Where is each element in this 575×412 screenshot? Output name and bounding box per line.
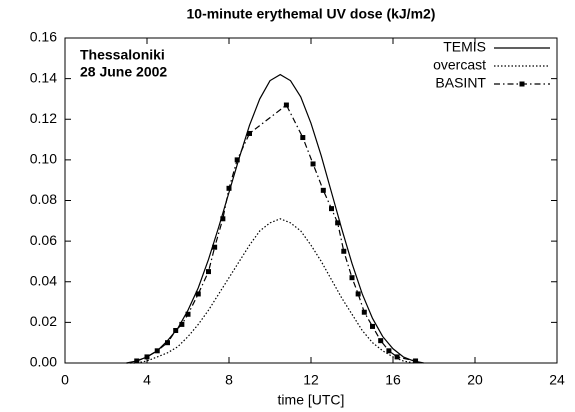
- marker: [226, 185, 232, 191]
- series-line: [136, 104, 416, 362]
- legend-label: TEMIS: [443, 39, 486, 55]
- legend-label: BASINT: [435, 75, 486, 91]
- series-line: [126, 218, 414, 364]
- marker: [355, 291, 361, 297]
- x-tick-label: 16: [385, 372, 401, 388]
- y-tick-label: 0.16: [30, 29, 57, 45]
- legend-marker: [519, 81, 525, 87]
- marker: [310, 161, 316, 167]
- y-tick-label: 0.02: [30, 313, 57, 329]
- marker: [144, 354, 150, 360]
- x-tick-label: 4: [143, 372, 151, 388]
- marker: [378, 338, 384, 344]
- marker: [247, 130, 252, 136]
- marker: [413, 358, 419, 364]
- y-tick-label: 0.12: [30, 110, 57, 126]
- marker: [335, 220, 341, 226]
- series-line: [126, 73, 424, 364]
- marker: [185, 311, 191, 317]
- marker: [320, 187, 326, 193]
- x-tick-label: 8: [225, 372, 233, 388]
- y-tick-label: 0.04: [30, 272, 57, 288]
- marker: [329, 206, 334, 212]
- chart-title: 10-minute erythemal UV dose (kJ/m2): [187, 6, 436, 22]
- marker: [212, 244, 218, 250]
- marker: [349, 275, 355, 281]
- y-tick-label: 0.06: [30, 232, 57, 248]
- x-tick-label: 12: [303, 372, 319, 388]
- marker: [173, 328, 179, 333]
- x-tick-label: 20: [467, 372, 483, 388]
- marker: [165, 340, 170, 346]
- marker: [370, 323, 375, 329]
- marker: [154, 348, 160, 354]
- x-axis-label: time [UTC]: [278, 392, 345, 408]
- y-tick-label: 0.00: [30, 354, 57, 370]
- annotation: 28 June 2002: [80, 64, 167, 80]
- y-tick-label: 0.10: [30, 151, 57, 167]
- marker: [394, 354, 400, 360]
- marker: [206, 269, 211, 275]
- marker: [134, 358, 140, 364]
- marker: [234, 157, 240, 163]
- marker: [283, 102, 289, 108]
- marker: [220, 216, 226, 222]
- marker: [361, 309, 367, 315]
- marker: [386, 348, 392, 354]
- marker: [179, 321, 185, 327]
- x-tick-label: 0: [61, 372, 69, 388]
- marker: [341, 248, 347, 254]
- y-tick-label: 0.08: [30, 191, 57, 207]
- marker: [300, 135, 306, 141]
- y-tick-label: 0.14: [30, 69, 57, 85]
- annotation: Thessaloniki: [80, 47, 165, 63]
- marker: [195, 291, 201, 297]
- legend-label: overcast: [433, 57, 486, 73]
- x-tick-label: 24: [549, 372, 565, 388]
